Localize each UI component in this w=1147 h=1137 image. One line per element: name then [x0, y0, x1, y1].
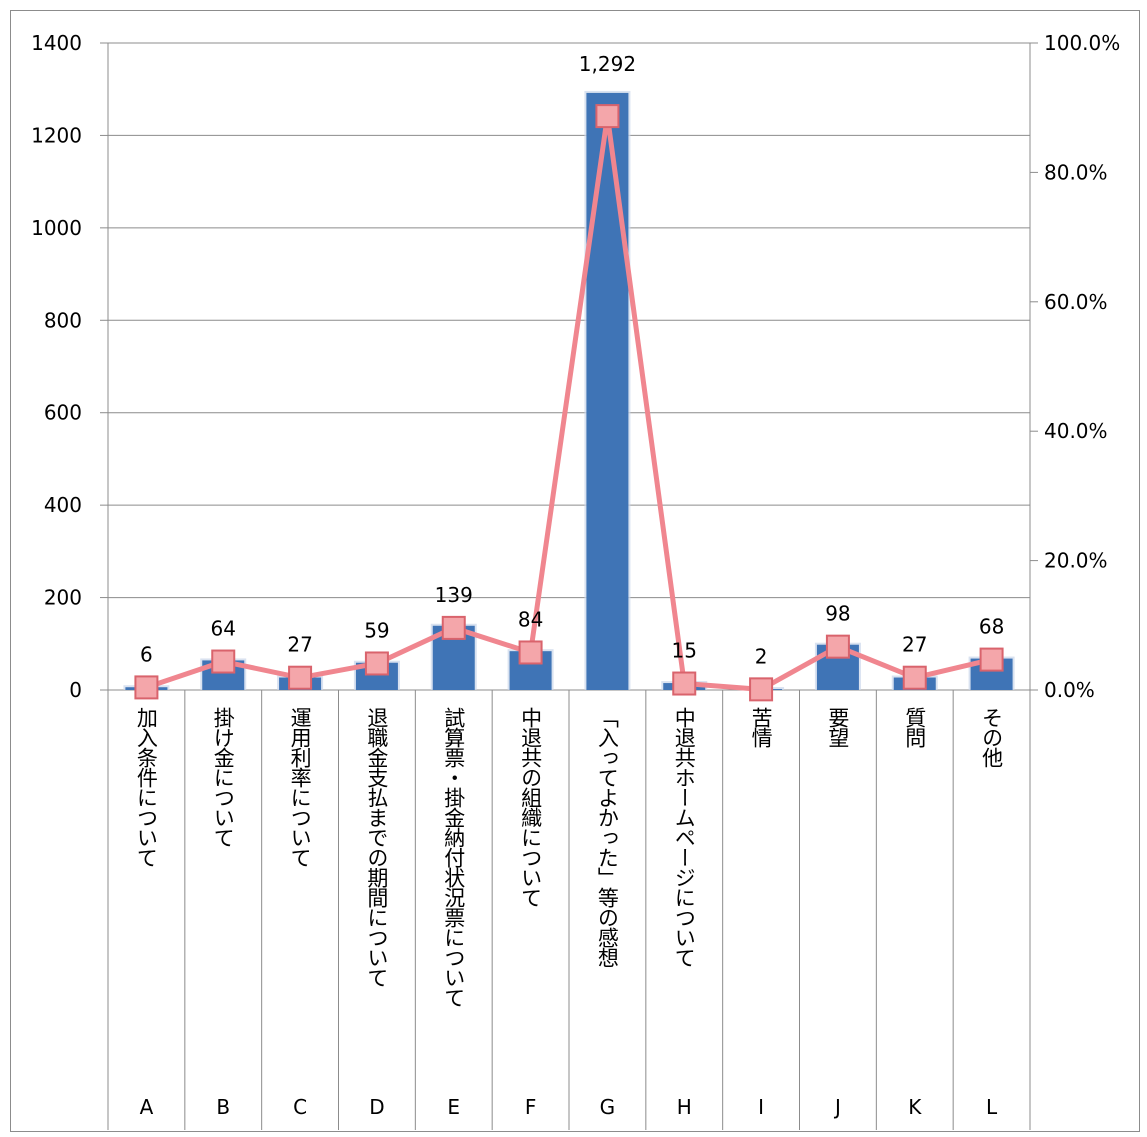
line-marker	[288, 665, 313, 690]
category-label: 「入ってよかった」等の感想	[595, 707, 620, 967]
line-path	[145, 113, 993, 692]
bar-data-label: 98	[825, 602, 850, 626]
line-marker	[211, 649, 236, 674]
category-label: 質問	[902, 707, 927, 747]
category-label: 退職金支払までの期間について	[364, 707, 389, 987]
left-tick-label: 1400	[31, 31, 82, 55]
category-label: その他	[979, 707, 1004, 767]
bar-data-label: 27	[287, 633, 312, 657]
category-table: A B C D E F G H I J K L	[140, 690, 998, 1130]
line-marker	[825, 634, 850, 659]
category-label: 中退共の組織について	[518, 707, 543, 907]
data-labels: 6 64 27 59 139 84 1,292 15 2 98 27 68	[140, 52, 1004, 668]
gridlines	[108, 42, 1030, 599]
category-letter: A	[140, 1095, 154, 1119]
bar	[586, 92, 629, 690]
category-label: 試算票・掛金納付状況票について	[441, 707, 466, 1007]
category-letter: D	[369, 1095, 384, 1119]
category-letter: K	[908, 1095, 922, 1119]
line-marker	[441, 615, 466, 640]
category-letter: J	[833, 1095, 841, 1119]
left-tick-label: 400	[44, 493, 82, 517]
category-label: 苦情	[749, 707, 774, 747]
left-tick-label: 800	[44, 308, 82, 332]
bar-data-label: 15	[672, 639, 697, 663]
right-tick-label: 100.0%	[1044, 31, 1120, 55]
left-tick-label: 0	[69, 678, 82, 702]
category-label: 中退共ホームページについて	[672, 707, 697, 967]
left-tick-label: 200	[44, 586, 82, 610]
category-label: 掛け金について	[211, 707, 236, 847]
line-marker	[134, 675, 159, 700]
category-letter: E	[447, 1095, 460, 1119]
category-label: 加入条件について	[134, 707, 159, 867]
bar-data-label: 59	[364, 618, 389, 642]
category-label: 運用利率について	[288, 707, 313, 867]
right-tick-label: 0.0%	[1044, 678, 1095, 702]
category-letter: H	[677, 1095, 692, 1119]
line-marker	[364, 651, 389, 676]
category-label: 要望	[825, 707, 850, 747]
category-letter: G	[600, 1095, 616, 1119]
bar-data-label: 139	[435, 583, 473, 607]
bar-data-label: 64	[211, 617, 236, 641]
line-marker	[672, 671, 697, 696]
line-series	[134, 104, 1004, 702]
left-tick-label: 600	[44, 401, 82, 425]
category-letter: F	[525, 1095, 537, 1119]
left-tick-label: 1200	[31, 123, 82, 147]
category-letter: L	[986, 1095, 998, 1119]
left-tick-label: 1000	[31, 216, 82, 240]
right-tick-label: 80.0%	[1044, 160, 1108, 184]
bar-data-label: 84	[518, 607, 543, 631]
bar-data-label: 27	[902, 633, 927, 657]
bar-data-label: 2	[755, 644, 768, 668]
line-marker	[518, 640, 543, 665]
bar-data-label: 6	[140, 642, 153, 666]
chart-frame	[10, 10, 1140, 1132]
right-tick-label: 40.0%	[1044, 419, 1108, 443]
bar-data-label: 68	[979, 615, 1004, 639]
line-marker	[595, 104, 620, 129]
category-letter: C	[293, 1095, 307, 1119]
bar-data-label: 1,292	[579, 52, 636, 76]
category-letter: B	[216, 1095, 230, 1119]
category-letter: I	[758, 1095, 764, 1119]
line-marker	[749, 677, 774, 702]
right-tick-label: 60.0%	[1044, 290, 1108, 314]
line-marker	[979, 647, 1004, 672]
axes: 0 200 400 600 800 1000 1200 1400 0.0% 20.0% 40.0% 6…	[31, 31, 1120, 1130]
line-marker	[902, 665, 927, 690]
right-tick-label: 20.0%	[1044, 549, 1108, 573]
